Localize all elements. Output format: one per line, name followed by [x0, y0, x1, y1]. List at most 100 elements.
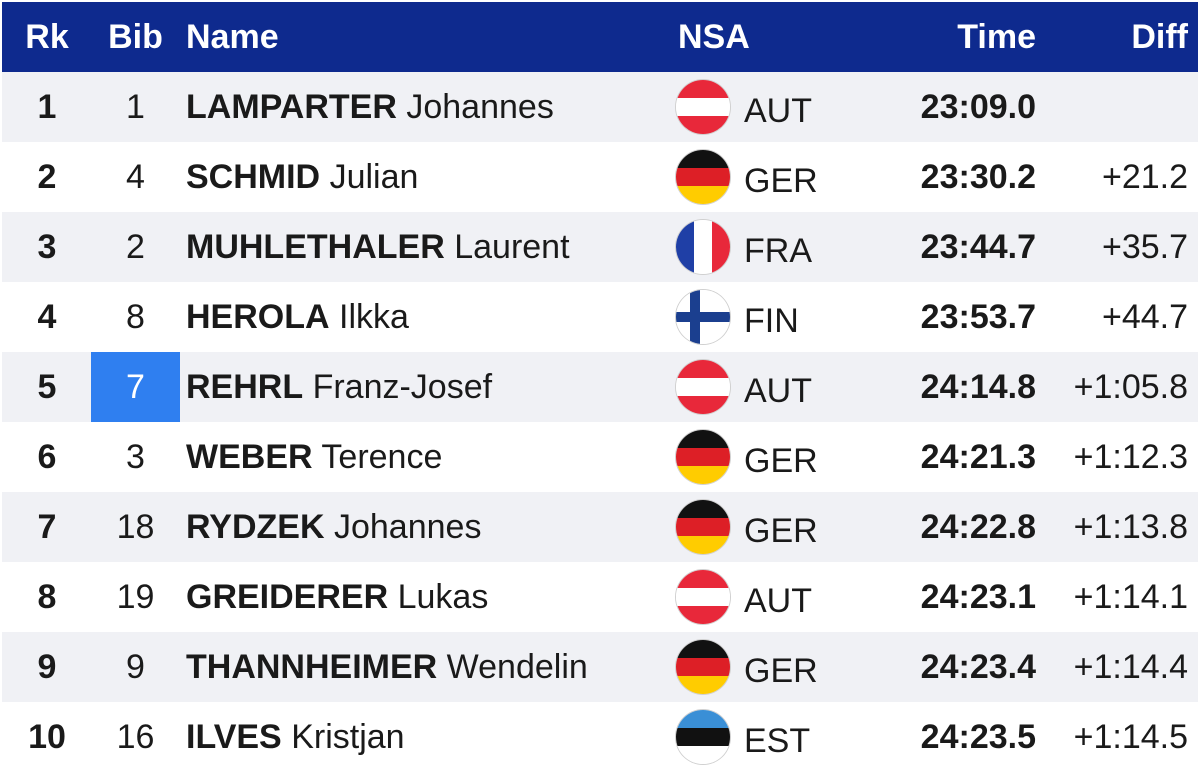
diff-cell: +1:14.4 — [1073, 648, 1188, 686]
header-diff[interactable]: Diff — [1131, 18, 1188, 56]
rank-cell: 1 — [37, 88, 57, 126]
diff-cell: +35.7 — [1101, 228, 1188, 266]
table-row[interactable]: 2 4 SCHMID Julian GER 23:30.2 +21.2 — [2, 142, 1198, 212]
diff-cell: +1:12.3 — [1073, 438, 1188, 476]
bib-cell[interactable]: 16 — [116, 718, 155, 756]
nsa-code[interactable]: AUT — [744, 372, 812, 410]
athlete-last-name: SCHMID — [186, 158, 321, 196]
rank-cell: 4 — [37, 298, 57, 336]
athlete-last-name: WEBER — [186, 438, 313, 476]
athlete-name[interactable]: RYDZEK Johannes — [186, 492, 481, 562]
rank-cell: 7 — [37, 508, 57, 546]
nsa-code[interactable]: FRA — [744, 232, 812, 270]
athlete-last-name: HEROLA — [186, 298, 330, 336]
rank-cell: 3 — [37, 228, 57, 266]
athlete-name[interactable]: HEROLA Ilkka — [186, 282, 409, 352]
nsa-code[interactable]: GER — [744, 442, 818, 480]
header-bib[interactable]: Bib — [108, 18, 163, 56]
athlete-name[interactable]: LAMPARTER Johannes — [186, 72, 554, 142]
fin-flag-icon — [676, 290, 730, 344]
athlete-first-name: Ilkka — [339, 298, 409, 336]
rank-cell: 10 — [28, 718, 66, 756]
athlete-last-name: RYDZEK — [186, 508, 325, 546]
diff-cell: +21.2 — [1101, 158, 1188, 196]
athlete-last-name: THANNHEIMER — [186, 648, 438, 686]
rank-cell: 9 — [37, 648, 57, 686]
time-cell: 24:22.8 — [920, 508, 1036, 546]
rank-cell: 8 — [37, 578, 57, 616]
nsa-code[interactable]: GER — [744, 512, 818, 550]
est-flag-icon — [676, 710, 730, 764]
ger-flag-icon — [676, 430, 730, 484]
header-name[interactable]: Name — [186, 18, 279, 56]
bib-cell[interactable]: 1 — [126, 88, 145, 126]
bib-cell[interactable]: 9 — [126, 648, 145, 686]
table-row[interactable]: 5 7 REHRL Franz-Josef AUT 24:14.8 +1:05.8 — [2, 352, 1198, 422]
athlete-name[interactable]: GREIDERER Lukas — [186, 562, 488, 632]
athlete-name[interactable]: SCHMID Julian — [186, 142, 418, 212]
athlete-first-name: Wendelin — [446, 648, 588, 686]
nsa-code[interactable]: FIN — [744, 302, 799, 340]
bib-cell[interactable]: 3 — [126, 438, 145, 476]
athlete-last-name: LAMPARTER — [186, 88, 397, 126]
nsa-code[interactable]: GER — [744, 652, 818, 690]
bib-cell[interactable]: 7 — [91, 352, 180, 422]
athlete-first-name: Johannes — [333, 508, 482, 546]
time-cell: 23:09.0 — [920, 88, 1036, 126]
athlete-name[interactable]: WEBER Terence — [186, 422, 442, 492]
aut-flag-icon — [676, 360, 730, 414]
bib-cell[interactable]: 2 — [126, 228, 145, 266]
nsa-code[interactable]: AUT — [744, 92, 812, 130]
aut-flag-icon — [676, 80, 730, 134]
nsa-code[interactable]: GER — [744, 162, 818, 200]
athlete-first-name: Laurent — [454, 228, 570, 266]
header-time[interactable]: Time — [957, 18, 1036, 56]
athlete-first-name: Johannes — [406, 88, 554, 126]
nsa-code[interactable]: AUT — [744, 582, 812, 620]
ger-flag-icon — [676, 150, 730, 204]
time-cell: 24:23.5 — [920, 718, 1036, 756]
ger-flag-icon — [676, 500, 730, 554]
rank-cell: 2 — [37, 158, 57, 196]
table-row[interactable]: 3 2 MUHLETHALER Laurent FRA 23:44.7 +35.7 — [2, 212, 1198, 282]
bib-cell[interactable]: 19 — [116, 578, 155, 616]
aut-flag-icon — [676, 570, 730, 624]
bib-cell[interactable]: 4 — [126, 158, 145, 196]
diff-cell: +1:14.5 — [1073, 718, 1188, 756]
bib-cell[interactable]: 18 — [116, 508, 155, 546]
athlete-first-name: Kristjan — [291, 718, 405, 756]
fra-flag-icon — [676, 220, 730, 274]
time-cell: 23:30.2 — [920, 158, 1036, 196]
athlete-last-name: MUHLETHALER — [186, 228, 445, 266]
nsa-code[interactable]: EST — [744, 722, 811, 760]
header-rank[interactable]: Rk — [25, 18, 69, 56]
athlete-last-name: GREIDERER — [186, 578, 389, 616]
time-cell: 24:23.1 — [920, 578, 1036, 616]
athlete-name[interactable]: REHRL Franz-Josef — [186, 352, 492, 422]
rank-cell: 6 — [37, 438, 57, 476]
diff-cell: +1:13.8 — [1073, 508, 1188, 546]
table-row[interactable]: 6 3 WEBER Terence GER 24:21.3 +1:12.3 — [2, 422, 1198, 492]
table-row[interactable]: 4 8 HEROLA Ilkka FIN 23:53.7 +44.7 — [2, 282, 1198, 352]
table-row[interactable]: 9 9 THANNHEIMER Wendelin GER 24:23.4 +1:14.4 — [2, 632, 1198, 702]
athlete-first-name: Lukas — [397, 578, 489, 616]
diff-cell: +44.7 — [1101, 298, 1188, 336]
table-row[interactable]: 1 1 LAMPARTER Johannes AUT 23:09.0 — [2, 72, 1198, 142]
athlete-name[interactable]: THANNHEIMER Wendelin — [186, 632, 588, 702]
athlete-first-name: Terence — [321, 438, 443, 476]
athlete-last-name: REHRL — [186, 368, 304, 406]
athlete-name[interactable]: MUHLETHALER Laurent — [186, 212, 570, 282]
time-cell: 24:23.4 — [920, 648, 1036, 686]
time-cell: 24:14.8 — [920, 368, 1036, 406]
diff-cell: +1:14.1 — [1073, 578, 1188, 616]
bib-cell[interactable]: 8 — [126, 298, 145, 336]
table-row[interactable]: 10 16 ILVES Kristjan EST 24:23.5 +1:14.5 — [2, 702, 1198, 772]
table-row[interactable]: 8 19 GREIDERER Lukas AUT 24:23.1 +1:14.1 — [2, 562, 1198, 632]
time-cell: 23:44.7 — [920, 228, 1036, 266]
header-nsa[interactable]: NSA — [678, 18, 750, 56]
table-row[interactable]: 7 18 RYDZEK Johannes GER 24:22.8 +1:13.8 — [2, 492, 1198, 562]
athlete-name[interactable]: ILVES Kristjan — [186, 702, 405, 772]
rank-cell: 5 — [37, 368, 57, 406]
athlete-first-name: Julian — [329, 158, 419, 196]
